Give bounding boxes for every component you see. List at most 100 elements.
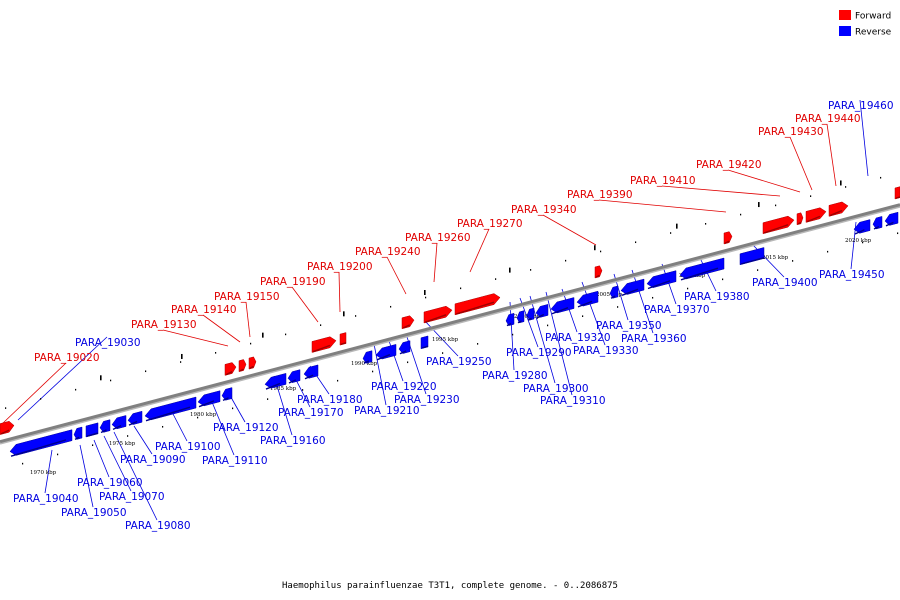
axis-minor-tick-bottom — [897, 232, 899, 235]
gene-arrow-reverse — [221, 387, 233, 401]
axis-major-tick-top — [262, 332, 264, 338]
axis-minor-tick-bottom — [302, 389, 304, 391]
gene-label-para-19290: PARA_19290 — [506, 347, 572, 359]
leader-line — [373, 343, 387, 406]
axis-minor-tick-top — [740, 213, 742, 216]
gene-arrow-reverse — [111, 415, 127, 430]
gene-label-para-19350: PARA_19350 — [596, 320, 662, 332]
axis-minor-tick-bottom — [92, 444, 94, 447]
leader-line — [93, 439, 110, 478]
axis-minor-tick-top — [530, 269, 532, 271]
gene-arrow-reverse — [362, 350, 373, 364]
axis-minor-tick-bottom — [827, 250, 829, 253]
gene-arrow-forward — [238, 359, 247, 373]
axis-minor-tick-top — [425, 296, 427, 299]
legend-swatch-forward — [839, 10, 851, 20]
gene-arrow-forward — [423, 305, 453, 324]
axis-minor-tick-top — [775, 204, 777, 207]
gene-arrow-forward — [805, 207, 827, 223]
axis-minor-tick-bottom — [442, 352, 444, 354]
axis-tick-label: 2005 kbp — [596, 292, 623, 298]
axis-minor-tick-top — [5, 407, 7, 409]
gene-arrow-bevel — [128, 420, 138, 426]
axis-minor-tick-top — [845, 186, 847, 188]
gene-arrow-forward — [248, 356, 257, 370]
axis-minor-tick-bottom — [547, 324, 549, 327]
axis-minor-tick-top — [145, 370, 147, 373]
map-caption: Haemophilus parainfluenzae T3T1, complet… — [282, 581, 618, 591]
axis-major-tick-top — [509, 267, 511, 273]
gene-arrow-bevel — [312, 344, 331, 353]
leader-line — [859, 99, 869, 177]
gene-label-para-19160: PARA_19160 — [260, 435, 326, 447]
gene-arrow-bevel — [198, 400, 215, 408]
gene-arrow-bevel — [424, 314, 447, 323]
gene-label-para-19020: PARA_19020 — [34, 352, 100, 364]
axis-major-tick-top — [181, 353, 183, 359]
leader-line — [826, 123, 837, 187]
leader-line — [103, 435, 132, 492]
axis-minor-tick-bottom — [127, 435, 129, 437]
gene-arrow-reverse — [287, 369, 301, 383]
leader-line — [44, 449, 53, 494]
gene-arrow-forward — [594, 265, 603, 279]
gene-arrow-reverse — [505, 312, 515, 326]
gene-label-para-19440: PARA_19440 — [795, 113, 861, 125]
gene-arrow-reverse — [679, 257, 725, 280]
gene-arrow-reverse — [9, 429, 73, 456]
gene-arrow-reverse — [550, 297, 575, 314]
gene-features — [0, 186, 900, 457]
gene-label-para-19220: PARA_19220 — [371, 381, 437, 393]
leader-line — [338, 271, 341, 313]
gene-arrow-bevel — [340, 342, 347, 345]
leader-line — [545, 291, 573, 396]
axis-minor-tick-top — [460, 287, 462, 290]
axis-major-tick-top — [594, 245, 596, 251]
axis-tick-label: 1980 kbp — [190, 412, 217, 418]
axis-minor-tick-bottom — [57, 453, 59, 456]
leader-line — [162, 329, 229, 347]
leader-line — [727, 169, 801, 193]
gene-arrow-bevel — [551, 307, 569, 315]
gene-label-para-19340: PARA_19340 — [511, 204, 577, 216]
gene-label-para-19420: PARA_19420 — [696, 159, 762, 171]
axis-major-tick-top — [758, 202, 760, 208]
axis-minor-tick-top — [180, 361, 182, 363]
gene-arrow-reverse — [739, 247, 765, 266]
axis-minor-tick-bottom — [477, 343, 479, 345]
gene-label-para-19130: PARA_19130 — [131, 319, 197, 331]
gene-label-para-19050: PARA_19050 — [61, 507, 127, 519]
gene-label-para-19200: PARA_19200 — [307, 261, 373, 273]
gene-label-para-19090: PARA_19090 — [120, 454, 186, 466]
gene-arrow-bevel — [527, 317, 532, 321]
axis-minor-tick-bottom — [582, 315, 584, 317]
leader-line — [661, 185, 781, 197]
gene-arrow-forward — [828, 201, 849, 217]
legend-label-reverse: Reverse — [855, 28, 892, 38]
axis-tick-label: 2020 kbp — [845, 238, 872, 244]
gene-label-para-19390: PARA_19390 — [567, 189, 633, 201]
gene-arrow-bevel — [222, 397, 229, 402]
gene-arrow-bevel — [225, 371, 233, 376]
gene-label-para-19240: PARA_19240 — [355, 246, 421, 258]
axis-minor-tick-top — [355, 315, 357, 317]
gene-label-para-19270: PARA_19270 — [457, 218, 523, 230]
leader-line — [79, 444, 94, 508]
leader-line — [113, 431, 158, 521]
gene-label-para-19040: PARA_19040 — [13, 493, 79, 505]
gene-label-para-19070: PARA_19070 — [99, 491, 165, 503]
axis-major-tick-top — [676, 223, 678, 229]
gene-label-para-19400: PARA_19400 — [752, 277, 818, 289]
axis-major-tick-top — [840, 180, 842, 186]
leader-line — [202, 314, 241, 343]
leader-line — [423, 319, 459, 357]
gene-label-para-19310: PARA_19310 — [540, 395, 606, 407]
gene-label-para-19080: PARA_19080 — [125, 520, 191, 532]
axis-minor-tick-top — [320, 324, 322, 326]
gene-arrow-forward — [723, 231, 733, 245]
gene-arrow-reverse — [576, 290, 599, 307]
gene-label-para-19060: PARA_19060 — [77, 477, 143, 489]
gene-arrow-forward — [224, 362, 237, 376]
